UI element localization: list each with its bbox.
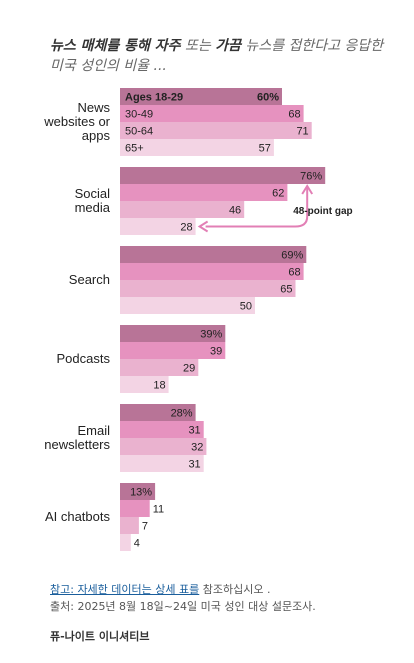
bar [120,455,204,472]
bar [120,517,139,534]
bar [120,184,288,201]
value-label: 76% [300,171,322,183]
value-label: 29 [183,363,195,375]
title-emphasis-1: 뉴스 매체를 통해 자주 [50,38,181,54]
bar [120,246,307,263]
series-label: 50-64 [125,126,153,138]
category-label-line: Social [75,186,111,201]
value-label: 4 [134,538,140,550]
category-label: Email newsletters [44,423,110,452]
title-text-3: 뉴스를 접한다고 응답한 미국 성인의 비율 ... [50,38,384,74]
footer: 참고: 자세한 데이터는 상세 표를 참조하십시오 . 출처: 2025년 8월… [50,583,410,644]
bar [120,376,169,393]
value-label: 65 [280,284,292,296]
value-label: 68 [288,109,300,121]
value-label: 62 [272,188,284,200]
value-label: 50 [240,301,252,313]
value-label: 68 [288,267,300,279]
value-label: 7 [142,521,148,533]
bar [120,218,196,235]
category-label-line: News [77,100,110,115]
bar-chart: News websites or apps 60% Ages 18-29 68 30-49 7… [43,88,353,551]
note-text: 참조하십시오 . [199,583,271,596]
bar [120,325,226,342]
gap-annotation-line [205,188,309,228]
category-label-line: Email [77,423,110,438]
category-label-line: websites or [43,114,110,129]
value-label: 31 [188,425,200,437]
bar [120,263,304,280]
source-text: 출처: 2025년 8월 18일~24일 미국 성인 대상 설문조사. [50,600,316,613]
title-text-2: 또는 [180,38,216,54]
category-label: News websites or apps [43,100,110,143]
bar [120,139,274,156]
credit-text: 퓨-나이트 이니셔티브 [50,630,150,643]
series-label: 30-49 [125,109,153,121]
bar [120,280,296,297]
bar [120,404,196,421]
category-label: AI chatbots [45,509,111,524]
value-label: 32 [191,442,203,454]
detailed-table-link[interactable]: 참고: 자세한 데이터는 상세 표를 [50,583,200,596]
bar [120,88,282,105]
series-label: 65+ [125,143,144,155]
bar [120,297,255,314]
gap-annotation-label: 48-point gap [293,206,352,217]
bar [120,342,226,359]
bar [120,500,150,517]
value-label: 39% [200,329,222,341]
bar [120,483,156,500]
title-emphasis-2: 가끔 [215,38,241,54]
bar [120,359,199,376]
bar [120,122,312,139]
series-label: Ages 18-29 [125,92,183,104]
bar [120,438,207,455]
bar [120,534,131,551]
value-label: 31 [188,459,200,471]
bar [120,421,204,438]
bar [120,167,326,184]
note: 참고: 자세한 데이터는 상세 표를 참조하십시오 . [50,583,410,597]
category-label-line: Search [69,272,110,287]
value-label: 46 [229,205,241,217]
category-label-line: Podcasts [57,351,111,366]
category-label: Social media [75,186,111,215]
bar [120,105,304,122]
value-label: 28 [180,222,192,234]
category-label-line: apps [82,128,111,143]
category-label-line: newsletters [44,437,110,452]
gap-arrowhead-top [301,184,314,195]
bar [120,201,245,218]
value-label: 18 [153,380,165,392]
value-label: 28% [171,408,193,420]
category-label: Search [69,272,110,287]
chart-title: 뉴스 매체를 통해 자주 또는 가끔 뉴스를 접한다고 응답한 미국 성인의 비… [50,36,400,76]
value-label: 60% [257,92,279,104]
value-label: 13% [130,487,152,499]
value-label: 39 [210,346,222,358]
category-label-line: AI chatbots [45,509,111,524]
value-label: 57 [259,143,271,155]
value-label: 69% [281,250,303,262]
value-label: 71 [296,126,308,138]
gap-arrowhead-left [197,220,209,233]
value-label: 11 [153,504,164,516]
category-label: Podcasts [57,351,111,366]
category-label-line: media [75,200,111,215]
